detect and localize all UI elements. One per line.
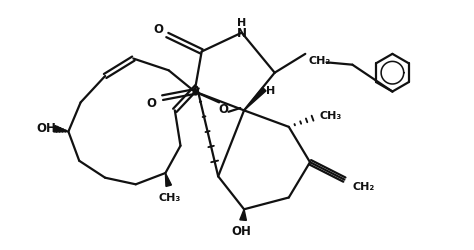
Polygon shape bbox=[54, 126, 68, 132]
Text: O: O bbox=[153, 23, 163, 36]
Text: OH: OH bbox=[36, 122, 56, 135]
Text: N: N bbox=[237, 27, 246, 40]
Text: O: O bbox=[146, 96, 156, 110]
Polygon shape bbox=[244, 88, 266, 111]
Text: O: O bbox=[219, 102, 229, 115]
Polygon shape bbox=[240, 210, 246, 220]
Text: OH: OH bbox=[232, 224, 252, 237]
Text: H: H bbox=[237, 18, 246, 28]
Text: CH₃: CH₃ bbox=[319, 111, 342, 120]
Text: CH₂: CH₂ bbox=[352, 181, 374, 191]
Text: CH₃: CH₃ bbox=[159, 192, 181, 202]
Polygon shape bbox=[165, 173, 172, 187]
Text: CH₂: CH₂ bbox=[309, 56, 331, 66]
Text: H: H bbox=[266, 86, 275, 96]
